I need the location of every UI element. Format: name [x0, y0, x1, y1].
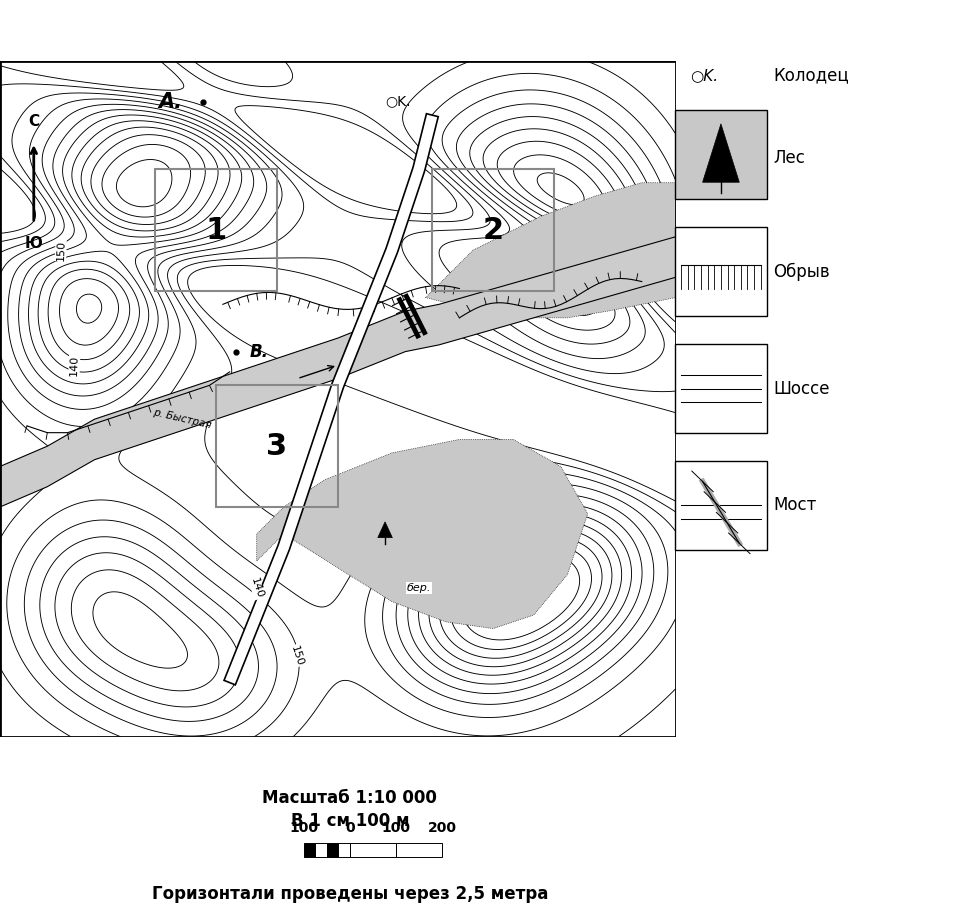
Bar	[675, 344, 767, 433]
Text: 0: 0	[345, 822, 355, 835]
Polygon shape	[426, 182, 676, 318]
Text: Колодец: Колодец	[773, 67, 849, 84]
Text: 2: 2	[482, 215, 503, 245]
Text: ○K.: ○K.	[385, 94, 410, 108]
Text: 100: 100	[382, 822, 411, 835]
Text: р. Быстрая: р. Быстрая	[153, 407, 213, 431]
Text: ○K.: ○K.	[690, 68, 718, 83]
Text: Масштаб 1:10 000: Масштаб 1:10 000	[262, 789, 437, 807]
Text: 140: 140	[249, 577, 264, 600]
Bar	[156, 170, 277, 291]
Polygon shape	[378, 522, 393, 537]
Bar	[350, 844, 397, 857]
Text: 150: 150	[55, 239, 66, 261]
Bar	[327, 844, 338, 857]
Text: 150: 150	[290, 644, 305, 668]
Text: 1: 1	[205, 215, 226, 245]
Text: бер.: бер.	[406, 583, 431, 593]
Text: Ю: Ю	[25, 236, 43, 251]
Text: 140: 140	[69, 354, 80, 376]
Text: 3: 3	[266, 432, 288, 460]
Text: В.: В.	[250, 343, 269, 360]
Text: Горизонтали проведены через 2,5 метра: Горизонтали проведены через 2,5 метра	[152, 885, 548, 903]
Polygon shape	[703, 124, 740, 182]
Text: 200: 200	[428, 822, 457, 835]
Text: Лес: Лес	[773, 149, 805, 167]
Bar	[675, 226, 767, 316]
Bar	[433, 170, 554, 291]
Text: Шоссе: Шоссе	[773, 380, 829, 398]
Bar	[315, 844, 327, 857]
Text: С: С	[28, 115, 39, 129]
Polygon shape	[257, 439, 588, 628]
Text: В 1 см 100 м: В 1 см 100 м	[291, 812, 409, 830]
Bar	[303, 844, 315, 857]
Text: Мост: Мост	[773, 496, 816, 514]
Text: А.: А.	[158, 92, 183, 112]
Text: Обрыв: Обрыв	[773, 262, 830, 281]
Polygon shape	[224, 114, 438, 685]
Bar	[675, 110, 767, 199]
Bar	[397, 844, 442, 857]
Bar	[338, 844, 350, 857]
Bar	[216, 385, 338, 507]
Polygon shape	[0, 237, 676, 507]
Bar	[675, 460, 767, 550]
Text: 100: 100	[289, 822, 318, 835]
